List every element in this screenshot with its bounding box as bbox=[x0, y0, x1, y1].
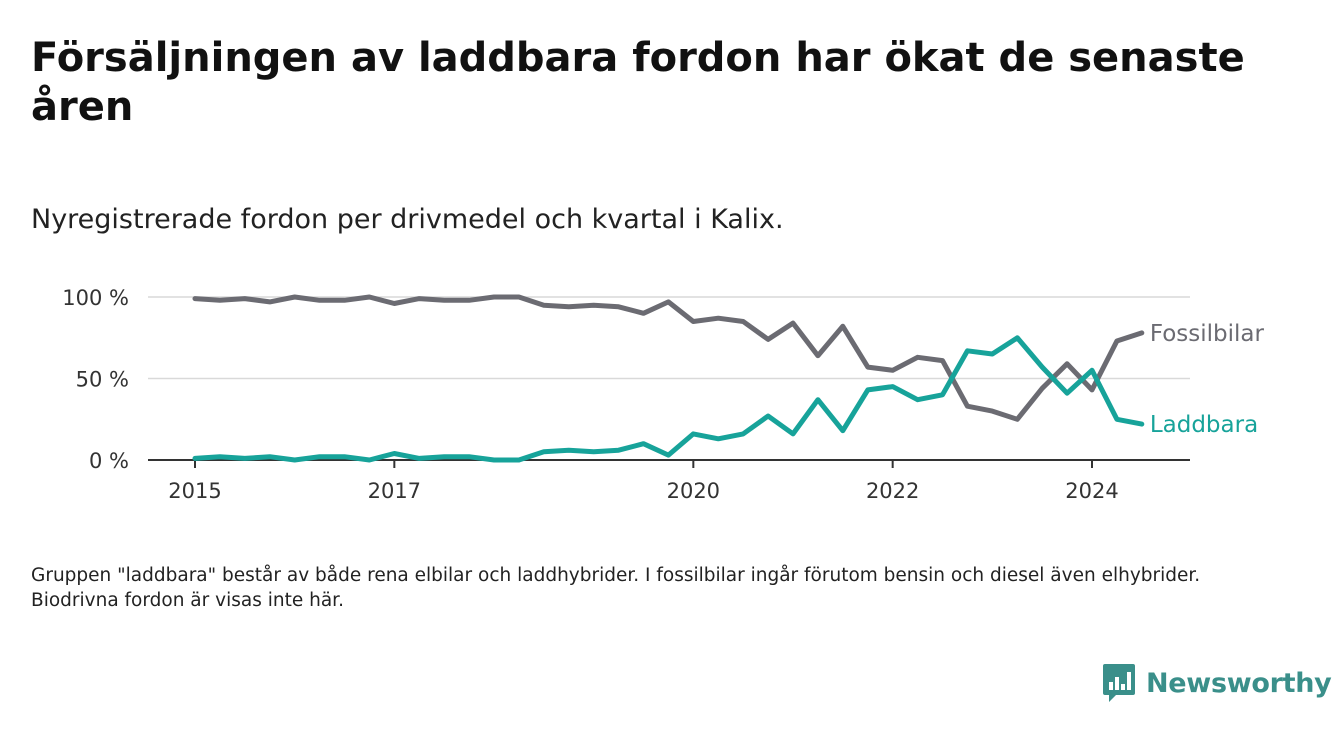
x-tick-label: 2024 bbox=[1065, 479, 1118, 503]
x-tick-label: 2022 bbox=[866, 479, 919, 503]
y-tick-label: 50 % bbox=[76, 368, 129, 392]
brand-name: Newsworthy bbox=[1146, 667, 1332, 699]
footnote: Gruppen "laddbara" består av både rena e… bbox=[31, 565, 1201, 611]
x-tick-label: 2017 bbox=[368, 479, 421, 503]
y-tick-label: 0 % bbox=[89, 449, 129, 473]
x-tick-label: 2020 bbox=[667, 479, 720, 503]
series-label-laddbara: Laddbara bbox=[1150, 412, 1258, 438]
gridlines bbox=[148, 296, 1190, 380]
chart-subtitle: Nyregistrerade fordon per drivmedel och … bbox=[31, 204, 784, 235]
line-chart: 0 % 50 % 100 % 2015 2017 2020 2022 2024 Fossil… bbox=[62, 286, 1265, 503]
series-line-laddbara bbox=[192, 335, 1145, 463]
bar-chart-logo-icon bbox=[1103, 664, 1135, 702]
newsworthy-logo: Newsworthy bbox=[1102, 661, 1332, 705]
x-tick-label: 2015 bbox=[168, 479, 221, 503]
chart-title: Försäljningen av laddbara fordon har öka… bbox=[31, 35, 1245, 130]
y-axis-tick-labels: 0 % 50 % 100 % bbox=[62, 286, 129, 473]
y-tick-label: 100 % bbox=[62, 286, 129, 310]
series-lines bbox=[192, 294, 1145, 463]
series-label-fossilbilar: Fossilbilar bbox=[1150, 321, 1265, 347]
x-axis: 2015 2017 2020 2022 2024 bbox=[148, 459, 1190, 503]
series-labels: Fossilbilar Laddbara bbox=[1150, 321, 1265, 438]
series-line-fossilbilar bbox=[192, 294, 1145, 422]
